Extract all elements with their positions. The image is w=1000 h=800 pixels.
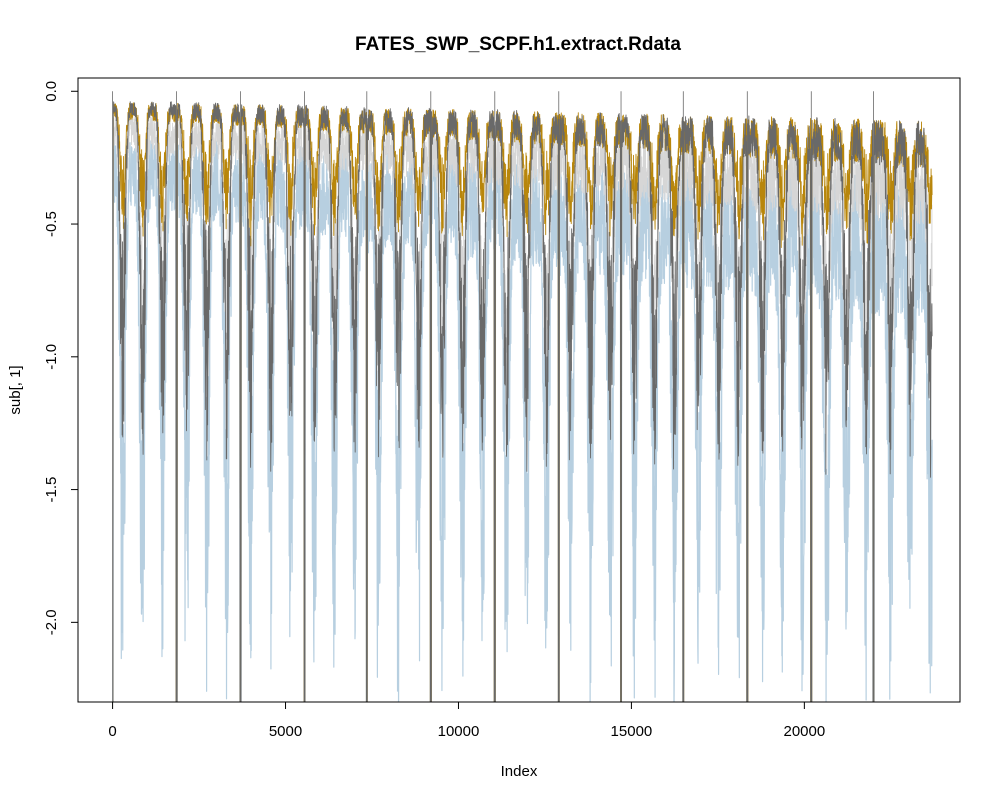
y-axis: 0.0 -0.5 -1.0 -1.5 -2.0 <box>43 81 79 635</box>
y-tick-label: -1.5 <box>43 477 60 503</box>
y-tick-label: -2.0 <box>43 609 60 635</box>
x-axis: 0 5000 10000 15000 20000 <box>108 701 825 740</box>
y-tick-label: -0.5 <box>43 211 60 237</box>
series-line-3 <box>112 101 933 702</box>
x-axis-label: Index <box>501 763 538 780</box>
chart-title: FATES_SWP_SCPF.h1.extract.Rdata <box>355 34 681 55</box>
x-tick-label: 10000 <box>438 723 480 740</box>
x-tick-label: 5000 <box>269 723 302 740</box>
x-tick-label: 15000 <box>611 723 653 740</box>
y-tick-label: 0.0 <box>43 81 60 102</box>
y-tick-label: -1.0 <box>43 344 60 370</box>
x-tick-label: 20000 <box>783 723 825 740</box>
y-axis-label: sub[, 1] <box>7 365 24 414</box>
series-layer <box>112 91 933 702</box>
x-tick-label: 0 <box>108 723 116 740</box>
series-line-0 <box>112 139 933 702</box>
